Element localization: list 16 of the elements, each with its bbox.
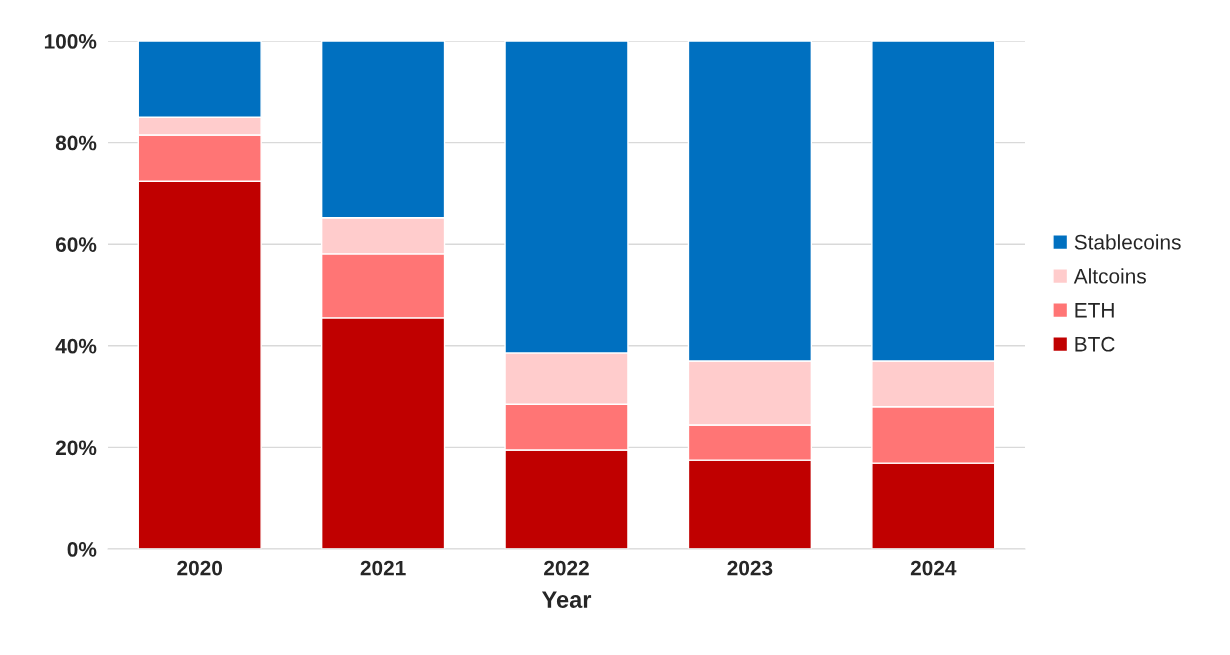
y-tick-label: 20% (55, 440, 97, 456)
x-axis-title: Year (541, 591, 592, 608)
legend-label: BTC (1075, 336, 1115, 352)
y-tick-label: 40% (55, 338, 97, 354)
x-tick-label: 2021 (360, 560, 406, 576)
x-tick-label: 2024 (910, 560, 957, 576)
x-tick-label: 2020 (177, 560, 223, 576)
x-tick-label: 2022 (544, 560, 589, 576)
y-tick-label: 60% (55, 237, 97, 252)
legend-label: ETH (1075, 303, 1114, 318)
y-tick-label: 0% (67, 542, 97, 557)
y-tick-label: 80% (55, 135, 97, 151)
legend-label: Altcoins (1073, 268, 1146, 284)
y-tick-label: 100% (44, 34, 97, 49)
legend-label: Stablecoins (1074, 234, 1181, 250)
x-tick-label: 2023 (727, 560, 773, 576)
